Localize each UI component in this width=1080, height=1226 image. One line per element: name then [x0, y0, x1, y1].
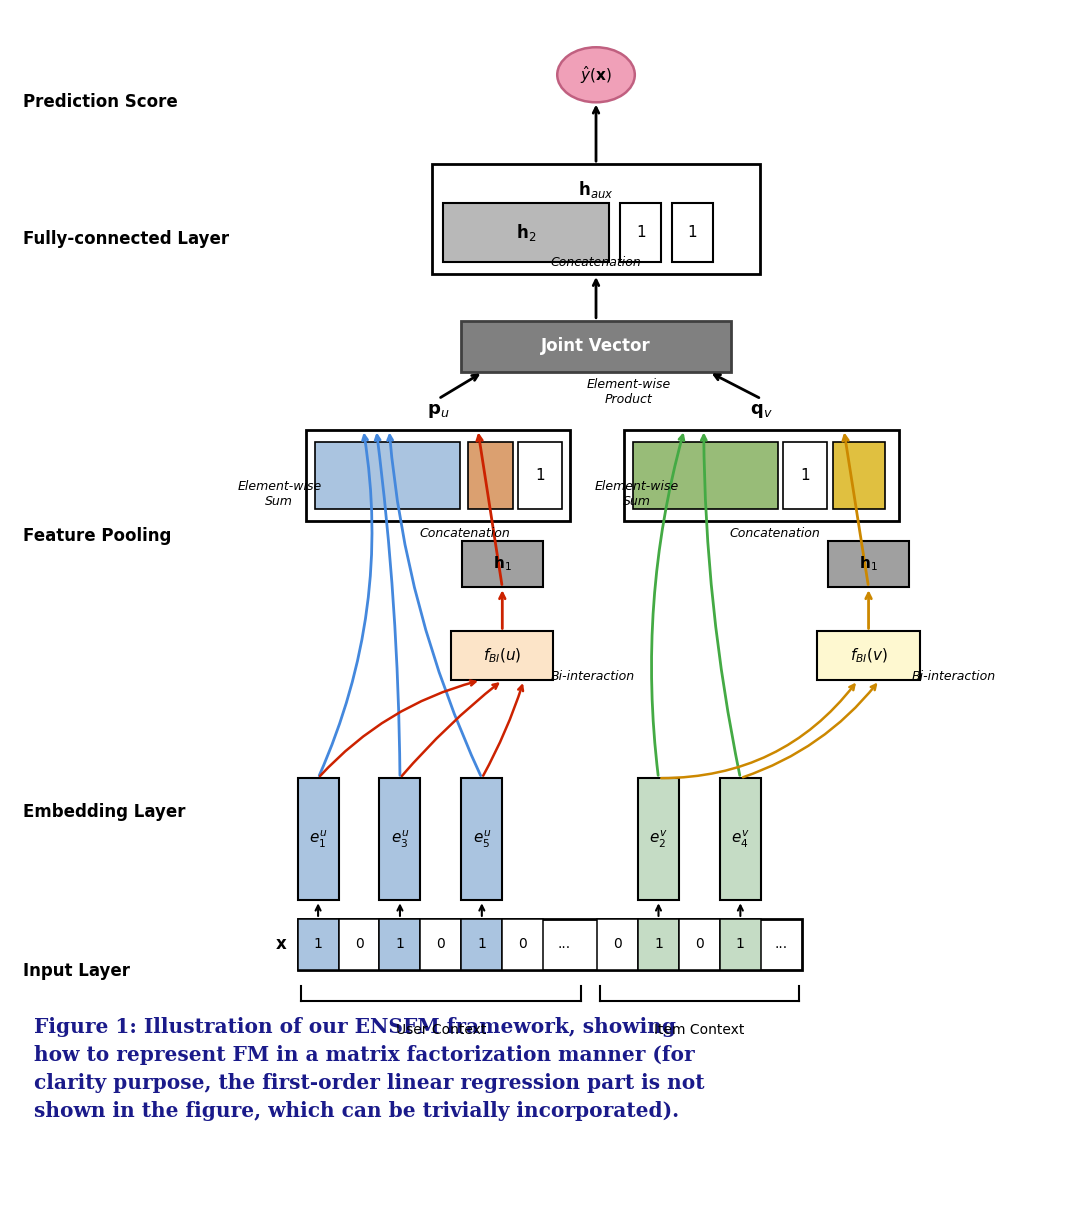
Text: 1: 1	[313, 938, 323, 951]
Bar	[461, 779, 502, 900]
Bar	[502, 918, 543, 970]
Bar	[451, 631, 553, 680]
Bar	[461, 918, 502, 970]
Bar	[720, 918, 760, 970]
Text: Concatenation: Concatenation	[730, 527, 821, 541]
Text: ...: ...	[557, 938, 570, 951]
Bar	[633, 441, 778, 509]
Bar	[379, 779, 420, 900]
Text: 1: 1	[395, 938, 404, 951]
Text: $\mathbf{p}_u$: $\mathbf{p}_u$	[427, 402, 449, 419]
Bar	[597, 918, 638, 970]
Text: Feature Pooling: Feature Pooling	[23, 527, 172, 544]
Bar	[461, 321, 731, 371]
Text: Embedding Layer: Embedding Layer	[23, 803, 186, 821]
Text: ...: ...	[774, 938, 788, 951]
Text: User Context: User Context	[395, 1022, 486, 1037]
Bar	[624, 429, 899, 521]
Bar	[298, 779, 338, 900]
Bar	[818, 631, 920, 680]
Text: $\mathbf{h}_1$: $\mathbf{h}_1$	[492, 554, 512, 574]
Text: $e_5^u$: $e_5^u$	[473, 829, 491, 850]
Bar	[379, 918, 420, 970]
Text: Concatenation: Concatenation	[419, 527, 510, 541]
Text: Element-wise
Sum: Element-wise Sum	[238, 479, 322, 508]
Text: 1: 1	[636, 226, 646, 240]
Text: Bi-interaction: Bi-interaction	[912, 671, 996, 683]
Text: Bi-interaction: Bi-interaction	[551, 671, 635, 683]
Text: $\mathbf{q}_v$: $\mathbf{q}_v$	[750, 402, 772, 419]
Bar	[783, 441, 826, 509]
Bar	[468, 441, 513, 509]
Bar	[462, 541, 542, 587]
Bar	[679, 918, 720, 970]
Text: $f_{BI}(v)$: $f_{BI}(v)$	[850, 646, 888, 664]
Text: 1: 1	[654, 938, 663, 951]
Text: $\mathbf{h}_1$: $\mathbf{h}_1$	[860, 554, 878, 574]
Bar	[638, 779, 679, 900]
Bar	[672, 204, 713, 262]
Bar	[420, 918, 461, 970]
Text: Item Context: Item Context	[654, 1022, 744, 1037]
Text: $f_{BI}(u)$: $f_{BI}(u)$	[483, 646, 522, 664]
Bar	[338, 918, 379, 970]
Ellipse shape	[557, 48, 635, 102]
Text: 0: 0	[696, 938, 704, 951]
Bar	[828, 541, 909, 587]
Bar	[298, 918, 338, 970]
Bar	[518, 441, 562, 509]
Bar	[638, 918, 679, 970]
Text: Prediction Score: Prediction Score	[23, 93, 178, 110]
Text: Element-wise
Sum: Element-wise Sum	[595, 479, 679, 508]
Text: $e_3^u$: $e_3^u$	[391, 829, 409, 850]
Text: 0: 0	[518, 938, 527, 951]
Bar	[443, 204, 609, 262]
Bar	[432, 164, 760, 275]
Bar	[307, 429, 570, 521]
Text: 1: 1	[800, 468, 810, 483]
Bar	[620, 204, 661, 262]
Bar	[720, 779, 760, 900]
Text: $e_2^v$: $e_2^v$	[649, 829, 667, 850]
Text: 1: 1	[536, 468, 544, 483]
Bar	[298, 918, 801, 970]
Text: x: x	[276, 935, 287, 954]
Text: Joint Vector: Joint Vector	[541, 337, 651, 356]
Text: 0: 0	[436, 938, 445, 951]
Text: Concatenation: Concatenation	[551, 256, 642, 270]
Text: 0: 0	[354, 938, 363, 951]
Text: $\mathbf{h}_{aux}$: $\mathbf{h}_{aux}$	[578, 179, 613, 200]
Text: $\hat{y}(\mathbf{x})$: $\hat{y}(\mathbf{x})$	[580, 64, 612, 86]
Text: 1: 1	[735, 938, 745, 951]
Bar	[315, 441, 460, 509]
Text: Figure 1: Illustration of our ENSFM framework, showing
how to represent FM in a : Figure 1: Illustration of our ENSFM fram…	[33, 1016, 704, 1121]
Text: $e_4^v$: $e_4^v$	[731, 829, 750, 850]
Text: Fully-connected Layer: Fully-connected Layer	[23, 229, 229, 248]
Text: Element-wise
Product: Element-wise Product	[586, 378, 671, 406]
Text: $\mathbf{h}_2$: $\mathbf{h}_2$	[516, 222, 536, 243]
Text: 1: 1	[477, 938, 486, 951]
Bar	[833, 441, 885, 509]
Text: Input Layer: Input Layer	[23, 962, 130, 981]
Text: 1: 1	[688, 226, 698, 240]
Text: 0: 0	[613, 938, 622, 951]
Text: $e_1^u$: $e_1^u$	[309, 829, 327, 850]
